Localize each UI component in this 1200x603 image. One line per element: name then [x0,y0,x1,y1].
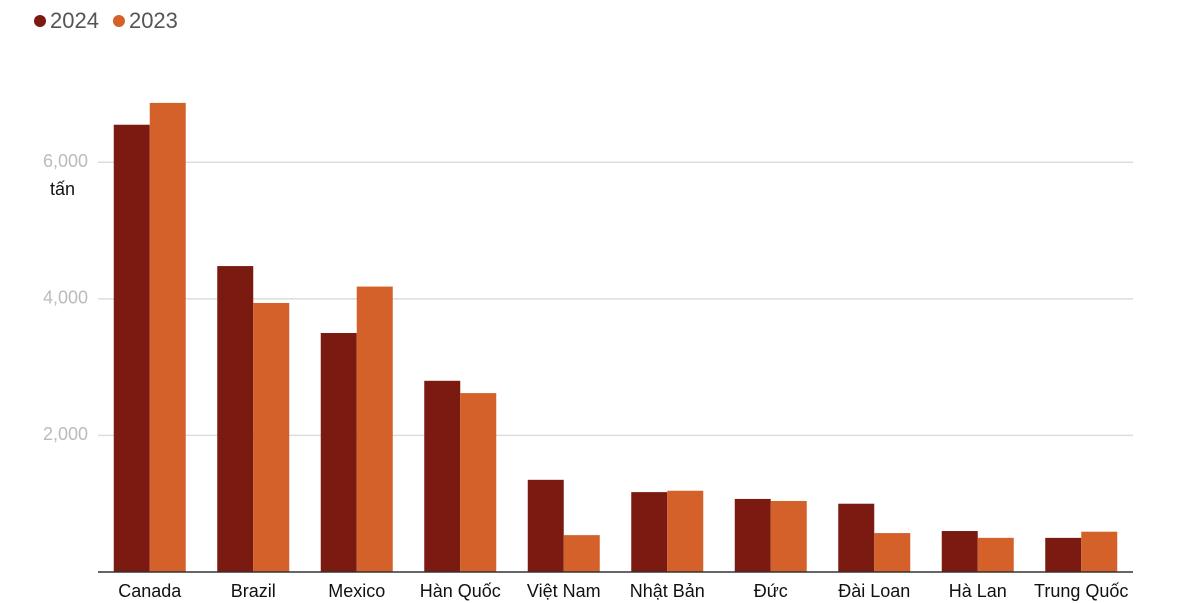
x-tick-label: Canada [118,581,182,601]
bar [320,333,357,572]
y-tick-label: 4,000 [43,288,88,308]
legend-label: 2023 [129,8,178,33]
bar [149,102,186,573]
bar [113,124,150,572]
bar [941,531,978,572]
bar [734,498,771,572]
legend-swatch [112,15,125,27]
x-tick-label: Đài Loan [838,581,910,601]
bar [667,490,704,572]
bar [770,500,807,572]
bar [838,503,875,572]
bar [253,302,290,572]
unit-label: tấn [50,179,75,199]
x-tick-label: Hà Lan [949,581,1007,601]
bar [631,492,668,572]
x-tick-label: Đức [754,581,788,601]
y-tick-label: 2,000 [43,424,88,444]
bar [874,533,911,572]
bar [1081,531,1118,572]
bar [1045,537,1082,572]
x-tick-label: Brazil [231,581,276,601]
bar [424,380,461,572]
legend-swatch [34,15,46,27]
x-tick-label: Hàn Quốc [420,581,501,601]
legend-label: 2024 [50,8,99,33]
bar [563,535,600,572]
bar [217,266,254,572]
x-tick-label: Trung Quốc [1034,581,1128,601]
x-tick-label: Mexico [328,581,385,601]
bar [977,537,1014,572]
bar [527,479,564,572]
x-tick-label: Nhật Bản [630,581,705,601]
y-tick-label: 6,000 [43,151,88,171]
x-tick-label: Việt Nam [527,581,601,601]
bar [356,286,393,572]
bar [460,393,497,572]
